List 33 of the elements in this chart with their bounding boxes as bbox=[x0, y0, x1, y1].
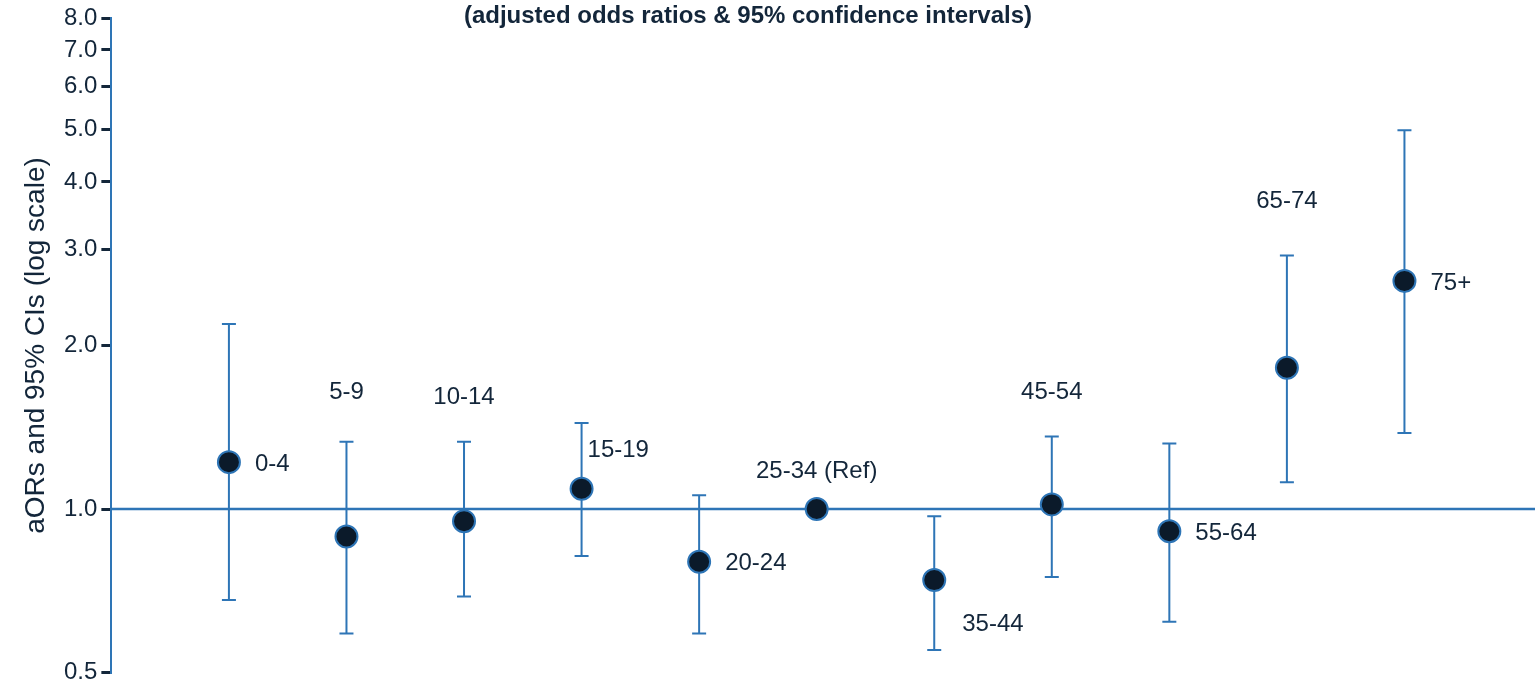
y-tick-label: 4.0 bbox=[63, 166, 98, 194]
x-tick-label: 65-74 bbox=[1256, 186, 1318, 214]
x-tick-label: 45-54 bbox=[1021, 377, 1083, 404]
y-tick-label: 5.0 bbox=[63, 113, 98, 141]
point bbox=[1039, 492, 1064, 517]
y-tick-label: 7.0 bbox=[63, 34, 98, 62]
x-tick-label: 10-14 bbox=[433, 381, 495, 409]
point bbox=[922, 568, 947, 593]
point bbox=[1392, 268, 1417, 293]
x-tick-label: 25-34 (Ref) bbox=[755, 455, 878, 483]
y-tick-label: 8.0 bbox=[63, 3, 98, 31]
point bbox=[334, 524, 359, 549]
point bbox=[804, 497, 829, 522]
y-axis-title: aORs and 95% CIs (log scale) bbox=[18, 157, 50, 534]
y-tick-label: 2.0 bbox=[63, 330, 98, 358]
chart-title: (adjusted odds ratios & 95% confidence intervals) bbox=[463, 0, 1033, 28]
point bbox=[687, 549, 712, 574]
point bbox=[1157, 519, 1182, 544]
y-tick-label: 3.0 bbox=[63, 234, 98, 262]
y-tick-label: 0.5 bbox=[63, 657, 98, 685]
x-tick-label: 35-44 bbox=[962, 608, 1024, 636]
x-tick-label: 20-24 bbox=[725, 548, 787, 576]
x-tick-label: 75+ bbox=[1430, 267, 1472, 295]
point bbox=[569, 476, 594, 501]
y-tick-label: 6.0 bbox=[63, 70, 98, 98]
point bbox=[1274, 355, 1299, 380]
x-tick-label: 5-9 bbox=[329, 377, 364, 405]
x-tick-label: 0-4 bbox=[254, 448, 290, 476]
x-tick-label: 55-64 bbox=[1195, 517, 1257, 545]
point bbox=[216, 450, 241, 475]
point bbox=[452, 509, 477, 534]
y-tick-label: 1.0 bbox=[63, 493, 98, 521]
x-tick-label: 15-19 bbox=[587, 435, 649, 463]
